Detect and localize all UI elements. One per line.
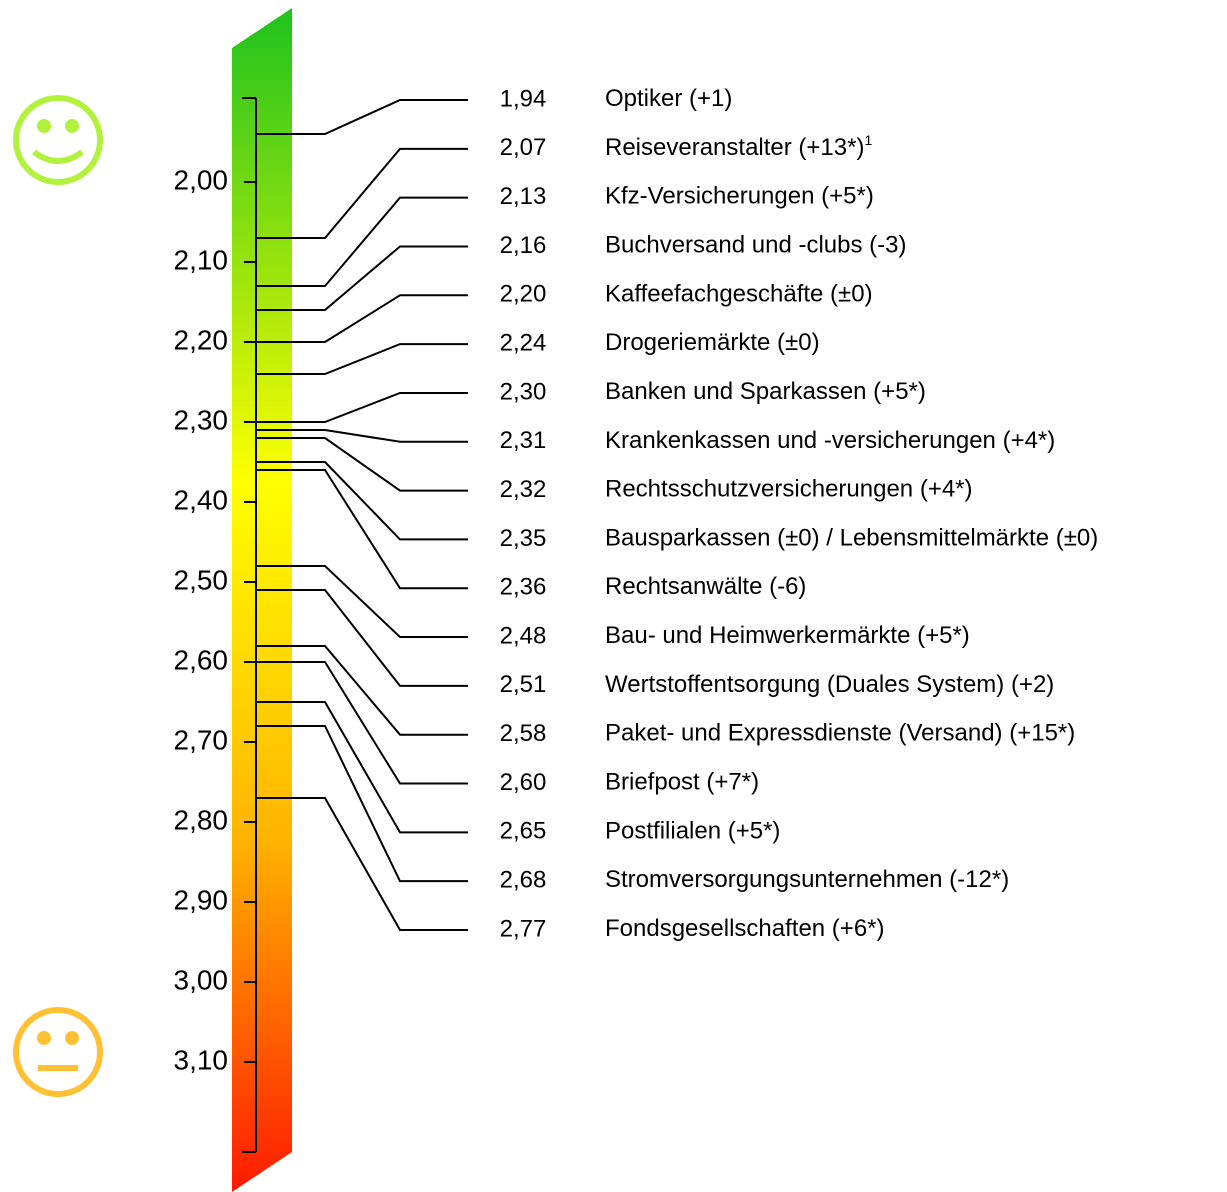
category-label: Fondsgesellschaften (+6*) bbox=[605, 915, 885, 942]
connector bbox=[256, 147, 468, 239]
category-name: Optiker (+1) bbox=[605, 85, 732, 112]
category-label: Krankenkassen und -versicherungen (+4*) bbox=[605, 427, 1055, 454]
category-label: Kfz-Versicherungen (+5*) bbox=[605, 183, 874, 210]
connector bbox=[256, 469, 468, 590]
value-label: 2,60 bbox=[500, 769, 547, 796]
scale-bar bbox=[232, 8, 292, 1192]
y-tick-label: 2,80 bbox=[174, 804, 229, 835]
value-label: 2,16 bbox=[500, 232, 547, 259]
connector bbox=[256, 797, 468, 931]
category-name: Wertstoffentsorgung (Duales System) (+2) bbox=[605, 671, 1054, 698]
connector bbox=[256, 565, 468, 639]
value-label: 2,77 bbox=[500, 915, 547, 942]
value-label: 2,65 bbox=[500, 818, 547, 845]
category-name: Fondsgesellschaften (+6*) bbox=[605, 915, 885, 942]
y-tick-label: 2,90 bbox=[174, 884, 229, 915]
category-label: Reiseveranstalter (+13*)1 bbox=[605, 132, 872, 162]
y-tick-label: 2,00 bbox=[174, 164, 229, 195]
category-label: Paket- und Expressdienste (Versand) (+15… bbox=[605, 720, 1075, 747]
value-label: 2,07 bbox=[500, 134, 547, 161]
connector bbox=[256, 294, 468, 343]
category-name: Kaffeefachgeschäfte (±0) bbox=[605, 281, 873, 308]
category-label: Banken und Sparkassen (+5*) bbox=[605, 378, 926, 405]
connector bbox=[256, 701, 468, 834]
happy-face bbox=[13, 95, 103, 185]
category-name: Reiseveranstalter (+13*) bbox=[605, 134, 864, 161]
value-label: 2,48 bbox=[500, 622, 547, 649]
connector bbox=[256, 645, 468, 736]
category-name: Rechtsschutzversicherungen (+4*) bbox=[605, 476, 973, 503]
category-name: Paket- und Expressdienste (Versand) (+15… bbox=[605, 720, 1075, 747]
value-label: 2,36 bbox=[500, 574, 547, 601]
connector bbox=[256, 661, 468, 785]
connector bbox=[256, 343, 468, 375]
category-label: Stromversorgungsunternehmen (-12*) bbox=[605, 867, 1009, 894]
category-name: Drogeriemärkte (±0) bbox=[605, 329, 820, 356]
y-tick-label: 2,10 bbox=[174, 244, 229, 275]
connector bbox=[256, 437, 468, 492]
connector bbox=[256, 99, 468, 135]
connector bbox=[256, 196, 468, 287]
y-tick-label: 2,30 bbox=[174, 404, 229, 435]
value-label: 2,51 bbox=[500, 671, 547, 698]
y-tick-label: 2,70 bbox=[174, 724, 229, 755]
y-tick-label: 2,50 bbox=[174, 564, 229, 595]
category-label: Bausparkassen (±0) / Lebensmittelmärkte … bbox=[605, 525, 1098, 552]
category-name: Bausparkassen (±0) / Lebensmittelmärkte … bbox=[605, 525, 1098, 552]
category-name: Stromversorgungsunternehmen (-12*) bbox=[605, 867, 1009, 894]
y-tick-label: 3,00 bbox=[174, 964, 229, 995]
category-name: Bau- und Heimwerkermärkte (+5*) bbox=[605, 622, 970, 649]
category-name: Briefpost (+7*) bbox=[605, 769, 759, 796]
category-label: Rechtsanwälte (-6) bbox=[605, 574, 806, 601]
y-tick-label: 2,20 bbox=[174, 324, 229, 355]
connector bbox=[256, 429, 468, 443]
value-label: 2,31 bbox=[500, 427, 547, 454]
category-name: Krankenkassen und -versicherungen (+4*) bbox=[605, 427, 1055, 454]
value-label: 2,13 bbox=[500, 183, 547, 210]
category-label: Wertstoffentsorgung (Duales System) (+2) bbox=[605, 671, 1054, 698]
value-label: 2,68 bbox=[500, 867, 547, 894]
y-tick-label: 2,40 bbox=[174, 484, 229, 515]
connector bbox=[256, 461, 468, 541]
category-label: Briefpost (+7*) bbox=[605, 769, 759, 796]
neutral-face bbox=[13, 1007, 103, 1097]
category-label: Postfilialen (+5*) bbox=[605, 818, 780, 845]
connector bbox=[256, 589, 468, 687]
category-label: Kaffeefachgeschäfte (±0) bbox=[605, 281, 873, 308]
connector bbox=[256, 245, 468, 311]
category-label: Bau- und Heimwerkermärkte (+5*) bbox=[605, 622, 970, 649]
category-label: Rechtsschutzversicherungen (+4*) bbox=[605, 476, 973, 503]
value-label: 1,94 bbox=[500, 85, 547, 112]
category-label: Optiker (+1) bbox=[605, 85, 732, 112]
category-name: Postfilialen (+5*) bbox=[605, 818, 780, 845]
y-tick-label: 2,60 bbox=[174, 644, 229, 675]
connector bbox=[256, 391, 468, 423]
value-label: 2,58 bbox=[500, 720, 547, 747]
category-name: Rechtsanwälte (-6) bbox=[605, 574, 806, 601]
category-label: Drogeriemärkte (±0) bbox=[605, 329, 820, 356]
value-label: 2,30 bbox=[500, 378, 547, 405]
value-label: 2,32 bbox=[500, 476, 547, 503]
category-label: Buchversand und -clubs (-3) bbox=[605, 232, 906, 259]
value-label: 2,24 bbox=[500, 329, 547, 356]
footnote-mark: 1 bbox=[864, 132, 872, 148]
category-name: Buchversand und -clubs (-3) bbox=[605, 232, 906, 259]
category-name: Kfz-Versicherungen (+5*) bbox=[605, 183, 874, 210]
value-label: 2,20 bbox=[500, 281, 547, 308]
value-label: 2,35 bbox=[500, 525, 547, 552]
y-tick-label: 3,10 bbox=[174, 1044, 229, 1075]
category-name: Banken und Sparkassen (+5*) bbox=[605, 378, 926, 405]
connector bbox=[256, 725, 468, 883]
